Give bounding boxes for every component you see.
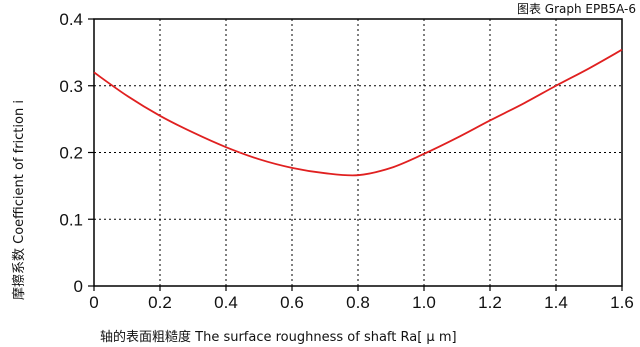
x-tick-label: 0.4 — [214, 293, 238, 312]
x-tick-label: 1.6 — [610, 293, 634, 312]
y-tick-label: 0.2 — [59, 144, 83, 163]
y-tick-label: 0 — [74, 277, 83, 296]
y-tick-label: 0.1 — [59, 210, 83, 229]
x-axis-title: 轴的表面粗糙度 The surface roughness of shaft R… — [100, 329, 457, 345]
x-tick-label: 1.4 — [544, 293, 568, 312]
x-tick-label: 0 — [89, 293, 98, 312]
y-axis-title: 摩擦系数 Coefficient of friction i — [11, 100, 27, 300]
series-layer — [93, 48, 623, 177]
x-tick-label: 0.8 — [346, 293, 370, 312]
figure-caption: 图表 Graph EPB5A-6 — [517, 2, 636, 16]
x-tick-label: 0.6 — [280, 293, 304, 312]
grid-lines — [94, 19, 622, 286]
x-tick-label: 1.0 — [412, 293, 436, 312]
series-line — [93, 48, 623, 177]
y-tick-label: 0.4 — [59, 10, 83, 29]
x-tick-label: 0.2 — [148, 293, 172, 312]
x-tick-label: 1.2 — [478, 293, 502, 312]
y-tick-label: 0.3 — [59, 77, 83, 96]
axis-ticks: 0 0.2 0.4 0.6 0.8 1.0 1.2 1.4 1.6 0 0.1 0.2 0.3 0.4 — [59, 10, 633, 312]
